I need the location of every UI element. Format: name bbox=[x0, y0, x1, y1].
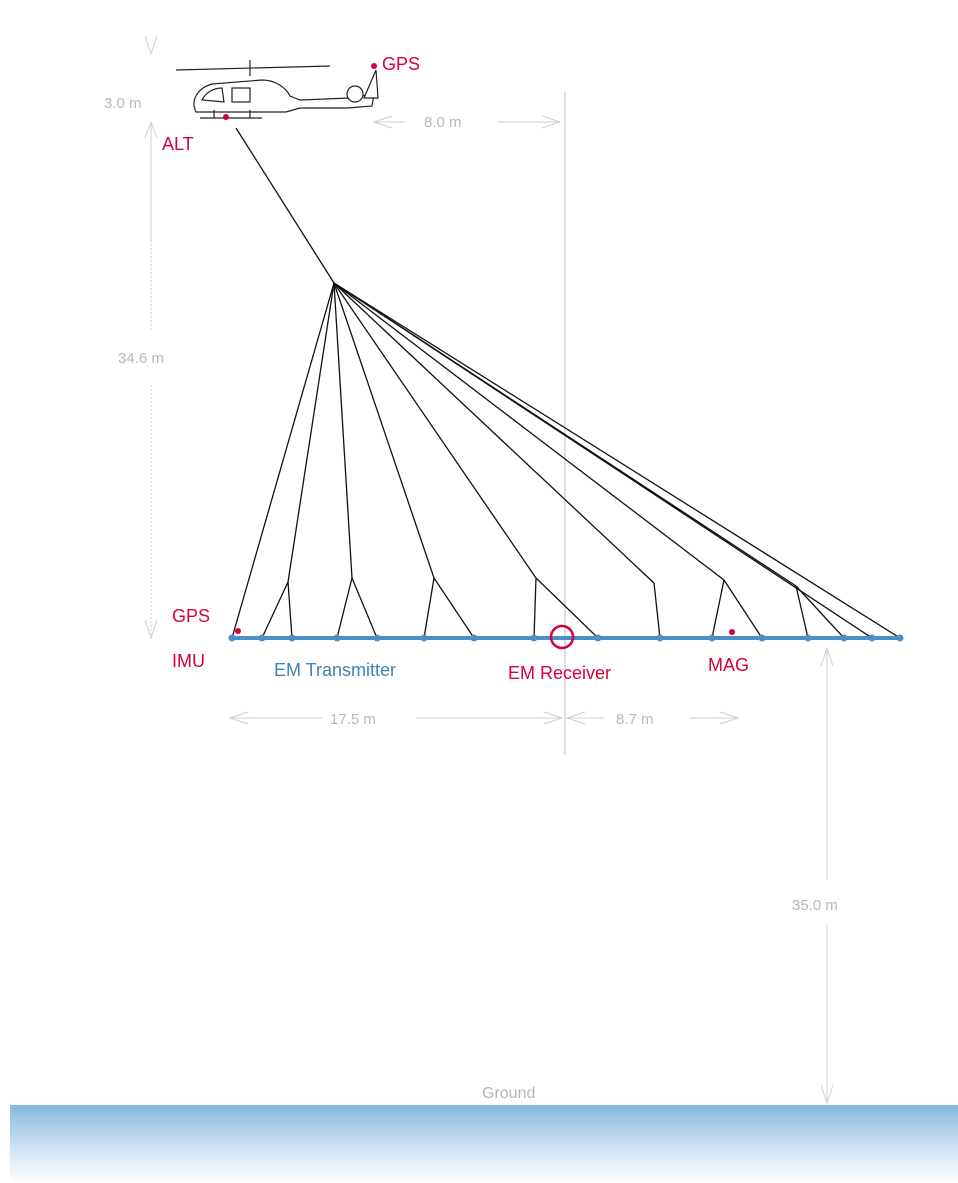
ground-clearance-label: 35.0 m bbox=[792, 897, 838, 914]
helicopter-icon bbox=[175, 60, 379, 119]
em-transmitter-label: EM Transmitter bbox=[274, 660, 396, 680]
transmitter-length-label: 17.5 m bbox=[330, 711, 376, 728]
mag-label: MAG bbox=[708, 655, 749, 675]
receiver-offset-dimension bbox=[565, 711, 740, 725]
tow-cable bbox=[235, 127, 335, 284]
ground-band bbox=[10, 1105, 958, 1183]
transmitter-length-dimension bbox=[228, 711, 564, 725]
gps-top-dot bbox=[371, 63, 377, 69]
loop-nodes bbox=[228, 634, 904, 642]
gps-bottom-label: GPS bbox=[172, 606, 210, 626]
suspension-cables bbox=[231, 282, 901, 639]
tow-length-dimension bbox=[144, 240, 158, 640]
alt-label: ALT bbox=[162, 134, 194, 154]
receiver-offset-label: 8.7 m bbox=[616, 711, 654, 728]
tow-length-label: 34.6 m bbox=[118, 350, 164, 367]
em-receiver-ring bbox=[549, 624, 575, 650]
gps-top-label: GPS bbox=[382, 54, 420, 74]
ground-clearance-dimension bbox=[820, 646, 834, 1105]
imu-label: IMU bbox=[172, 651, 205, 671]
heli-height-dimension bbox=[144, 35, 158, 240]
alt-dot bbox=[223, 114, 229, 120]
ground-label: Ground bbox=[482, 1085, 535, 1102]
em-receiver-label: EM Receiver bbox=[508, 663, 611, 683]
gps-bottom-dot bbox=[235, 628, 241, 634]
mag-dot bbox=[729, 629, 735, 635]
gps-offset-label: 8.0 m bbox=[424, 114, 462, 131]
gps-offset-dimension bbox=[372, 115, 562, 129]
heli-height-label: 3.0 m bbox=[104, 95, 142, 112]
